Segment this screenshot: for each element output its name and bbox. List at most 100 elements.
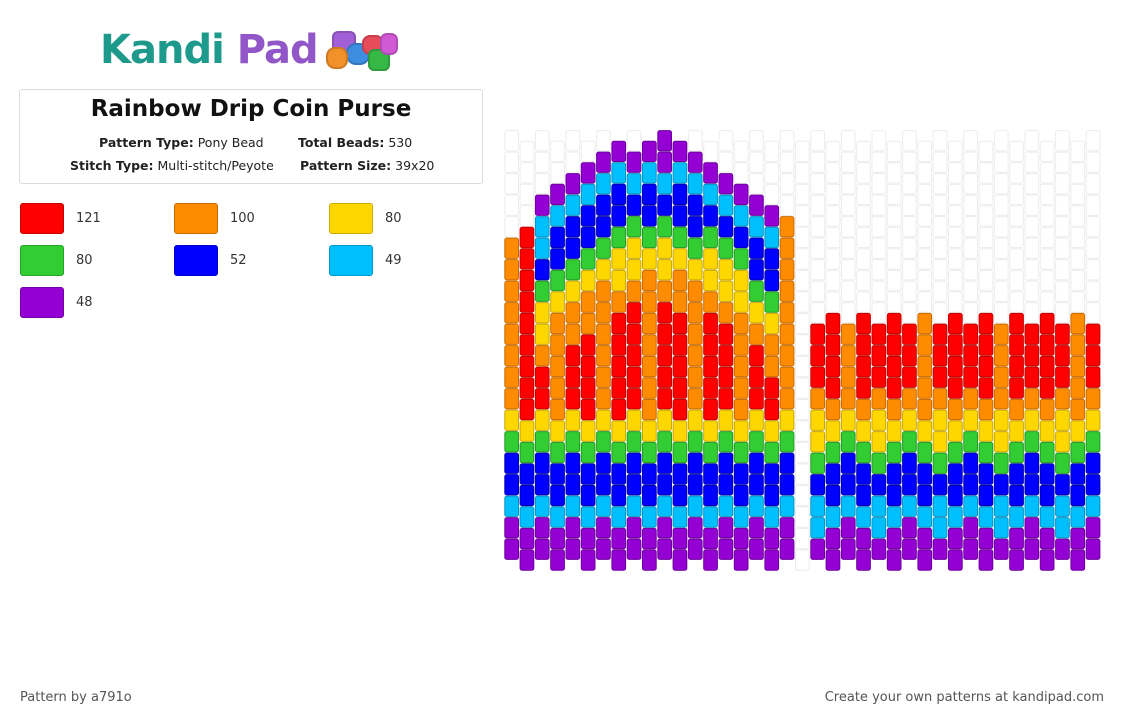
bead	[948, 463, 963, 485]
bead	[871, 323, 887, 345]
bead	[917, 398, 933, 421]
bead	[580, 248, 596, 270]
bead	[963, 495, 978, 517]
empty-bead	[534, 151, 550, 173]
empty-bead	[1024, 130, 1040, 152]
bead	[534, 388, 550, 410]
bead	[1070, 377, 1086, 399]
bead	[810, 474, 825, 496]
empty-bead	[902, 237, 917, 259]
bead	[978, 549, 994, 571]
bead	[1009, 377, 1024, 399]
bead	[1085, 388, 1101, 410]
bead	[764, 463, 780, 485]
bead	[978, 420, 994, 442]
empty-bead	[1070, 248, 1086, 270]
bead	[1070, 334, 1086, 356]
bead	[534, 366, 550, 388]
bead	[1039, 484, 1055, 507]
bead	[642, 291, 657, 313]
bead	[749, 538, 764, 560]
empty-bead	[810, 173, 825, 195]
bead	[886, 506, 902, 528]
empty-bead	[1055, 173, 1070, 195]
kandipad-logo[interactable]: Kandi Pad	[100, 22, 400, 78]
bead	[779, 388, 795, 410]
empty-bead	[795, 549, 810, 571]
bead	[626, 323, 642, 345]
bead	[703, 527, 718, 550]
empty-bead	[534, 173, 550, 195]
bead	[718, 173, 734, 195]
bead	[580, 398, 596, 421]
empty-bead	[580, 140, 596, 163]
bead	[611, 312, 627, 335]
bead	[840, 452, 856, 474]
bead	[519, 312, 535, 335]
empty-bead	[1070, 226, 1086, 249]
bead	[519, 269, 535, 292]
bead	[718, 495, 734, 517]
empty-bead	[886, 226, 902, 249]
color-swatch	[20, 203, 64, 234]
bead	[550, 377, 565, 399]
bead	[626, 216, 642, 238]
bead	[749, 302, 764, 324]
bead	[733, 377, 749, 399]
bead	[519, 506, 535, 528]
bead	[611, 205, 627, 227]
empty-bead	[963, 130, 978, 152]
empty-bead	[795, 226, 810, 249]
bead	[703, 205, 718, 227]
empty-bead	[902, 216, 917, 238]
bead	[565, 366, 581, 388]
bead	[596, 194, 611, 216]
kandipad-promo-link[interactable]: Create your own patterns at kandipad.com	[824, 690, 1104, 705]
empty-bead	[749, 130, 764, 152]
bead	[733, 183, 749, 206]
bead	[687, 194, 703, 216]
empty-bead	[1070, 269, 1086, 292]
bead	[1070, 549, 1086, 571]
bead	[504, 345, 519, 367]
bead	[993, 474, 1009, 496]
empty-bead	[687, 130, 703, 152]
bead	[534, 495, 550, 517]
bead	[1009, 527, 1024, 550]
bead	[611, 506, 627, 528]
empty-bead	[795, 312, 810, 335]
empty-bead	[978, 291, 994, 313]
bead	[733, 312, 749, 335]
pattern-size-row: Pattern Size: 39x20	[300, 158, 435, 173]
empty-bead	[795, 269, 810, 292]
bead	[764, 334, 780, 356]
bead	[642, 527, 657, 550]
empty-bead	[795, 334, 810, 356]
empty-bead	[856, 269, 871, 292]
bead	[1024, 495, 1040, 517]
empty-bead	[825, 183, 841, 206]
bead	[565, 474, 581, 496]
bead	[886, 334, 902, 356]
bead	[1009, 484, 1024, 507]
bead	[856, 441, 871, 464]
bead	[1039, 420, 1055, 442]
empty-bead	[795, 183, 810, 206]
bead	[611, 248, 627, 270]
bead	[948, 420, 963, 442]
bead	[978, 463, 994, 485]
bead	[672, 377, 688, 399]
bead	[657, 388, 672, 410]
bead	[626, 366, 642, 388]
bead	[626, 474, 642, 496]
bead	[703, 162, 718, 184]
bead	[703, 355, 718, 378]
empty-bead	[565, 151, 581, 173]
bead	[657, 237, 672, 259]
empty-bead	[856, 140, 871, 163]
bead	[626, 302, 642, 324]
color-swatch	[174, 245, 218, 276]
bead	[580, 205, 596, 227]
bead	[718, 302, 734, 324]
bead	[657, 280, 672, 302]
